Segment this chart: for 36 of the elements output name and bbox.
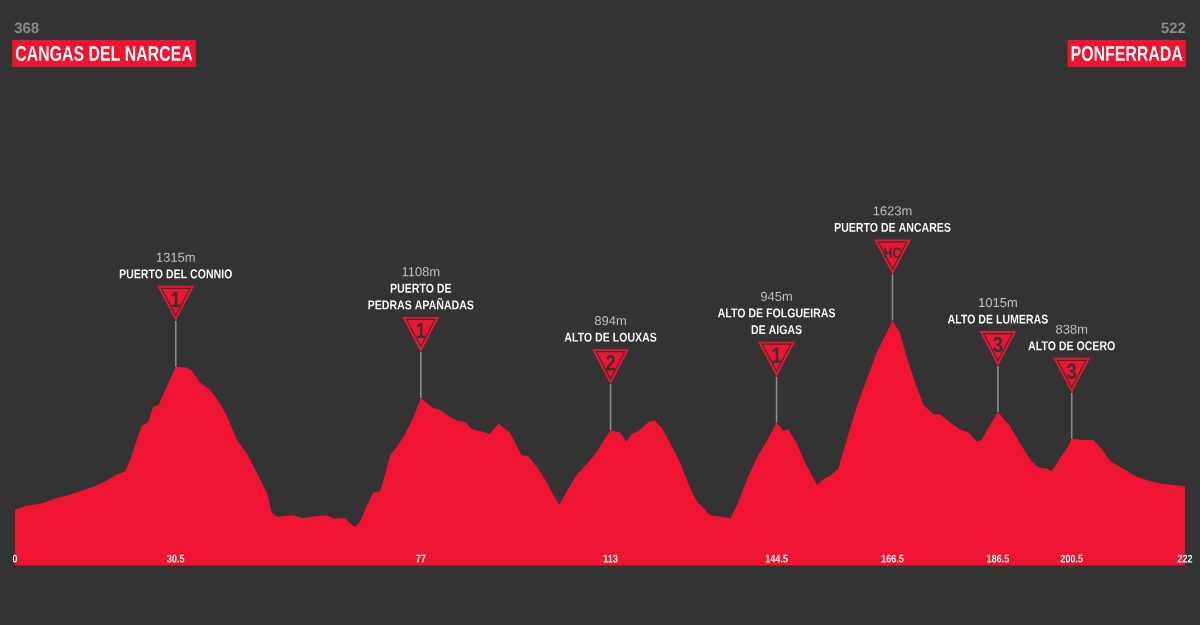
text: 1623m	[873, 206, 912, 216]
text: CANGAS DEL NARCEA	[15, 46, 193, 61]
text: PUERTO DEL CONNIO	[119, 269, 232, 279]
text: 945m	[760, 291, 792, 301]
x-tick-label: 77	[416, 554, 426, 563]
annotation: 1	[416, 322, 426, 338]
text: PUERTO DE ANCARES	[834, 222, 951, 232]
annotation: 838m	[1056, 324, 1088, 334]
annotation: HC	[884, 247, 902, 259]
text: PEDRAS APAÑADAS	[368, 297, 474, 310]
text: PONFERRADA	[1071, 46, 1183, 61]
annotation: 2	[606, 355, 615, 371]
x-tick-label: 0	[12, 554, 18, 563]
text: 368	[14, 22, 39, 34]
annotation: ALTO DE OCERO	[1028, 341, 1115, 351]
text: 1315m	[156, 252, 195, 262]
x-tick-label: 200.5	[1060, 554, 1083, 563]
x-tick-label: 222	[1177, 554, 1193, 563]
annotation: 894m	[594, 316, 626, 326]
annotation: DE AIGAS	[751, 325, 802, 335]
annotation: 1	[772, 347, 782, 363]
text: 522	[1161, 22, 1186, 34]
x-tick-label: 144.5	[765, 554, 788, 563]
text: 1108m	[402, 267, 440, 277]
x-tick-label: 166.5	[881, 554, 904, 563]
x-tick-label: 30.5	[167, 554, 185, 563]
text: ALTO DE FOLGUEIRAS	[717, 308, 836, 318]
x-tick-label: 113	[603, 554, 618, 563]
annotation: ALTO DE LOUXAS	[564, 332, 657, 342]
text: PUERTO DE	[390, 283, 452, 293]
x-tick-label: 186.5	[987, 554, 1010, 563]
text: 1015m	[979, 297, 1017, 308]
annotation: 3	[993, 336, 1003, 353]
annotation: ALTO DE LUMERAS	[947, 314, 1048, 324]
annotation: 1	[171, 291, 181, 307]
annotation: 3	[1067, 363, 1077, 380]
